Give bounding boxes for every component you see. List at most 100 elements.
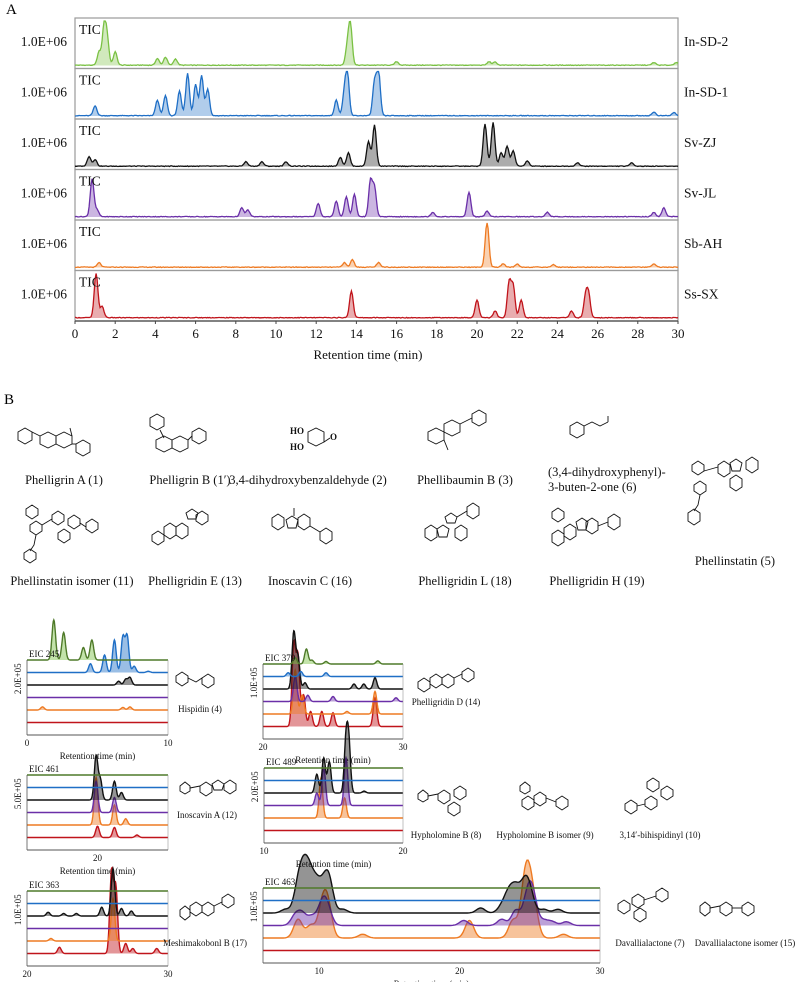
eic-y-scale-label: 5.0E+05	[13, 778, 23, 809]
eic-x-tick-label: 30	[399, 742, 409, 752]
eic-title: EIC 245	[29, 649, 60, 659]
tic-x-tick-label: 16	[390, 326, 404, 341]
svg-text:HO: HO	[290, 426, 304, 436]
tic-y-scale-label: 1.0E+06	[21, 287, 67, 302]
tic-track-label: TIC	[79, 174, 101, 189]
tic-area-sb-ah	[75, 223, 678, 268]
tic-x-tick-label: 24	[551, 326, 565, 341]
tic-line-sv-zj	[74, 122, 679, 168]
compound-label: Hypholomine B (8)	[411, 830, 482, 840]
tic-y-scale-label: 1.0E+06	[21, 34, 67, 49]
compound-label: Phelligridin H (19)	[549, 574, 644, 588]
eic-area-in-sd-2	[27, 620, 168, 660]
eic-x-tick-label: 20	[399, 846, 409, 856]
tic-x-tick-label: 30	[672, 326, 685, 341]
compound-label: (3,4-dihydroxyphenyl)-	[548, 465, 666, 479]
eic-panel-eic-461: EIC 461 5.0E+05 20 Retention time (min)	[13, 753, 169, 876]
structure-davallialactone-isomer	[699, 901, 755, 917]
eic-line-sv-zj	[27, 753, 168, 801]
eic-line-sv-zj	[27, 676, 168, 686]
tic-sample-label: In-SD-1	[684, 85, 728, 100]
svg-text:HO: HO	[290, 442, 304, 452]
tic-sample-label: Sb-AH	[684, 236, 723, 251]
tic-x-tick-label: 12	[310, 326, 323, 341]
tic-y-scale-label: 1.0E+06	[21, 186, 67, 201]
tic-x-tick-label: 22	[511, 326, 524, 341]
tic-track-label: TIC	[79, 224, 101, 239]
compound-label: 3-buten-2-one (6)	[548, 480, 637, 494]
eic-area-ss-sx	[27, 826, 168, 838]
tic-track-in-sd-1: TIC 1.0E+06 In-SD-1	[21, 67, 728, 120]
compound-label: Hispidin (4)	[178, 704, 222, 714]
tic-track-sb-ah: TIC 1.0E+06 Sb-AH	[21, 219, 723, 272]
structure-phellinstatin	[687, 456, 759, 526]
eic-x-tick-label: 20	[455, 966, 465, 976]
eic-line-in-sd-1	[27, 632, 168, 674]
structure-davallialactone	[617, 887, 669, 923]
tic-chart: TIC 1.0E+06 In-SD-2 TIC 1.0E+06 In-SD-1 TIC 1.0…	[21, 17, 728, 341]
eic-x-tick-label: 20	[259, 742, 269, 752]
eic-line-sv-zj	[263, 853, 600, 914]
eic-panel-eic-245: EIC 245 2.0E+05 0 10 Retention time (min)	[13, 618, 173, 761]
structure-phellibaumin-b	[427, 409, 487, 451]
compound-label: Meshimakobonl B (17)	[163, 938, 247, 948]
tic-x-axis-label: Retention time (min)	[313, 347, 422, 362]
eic-x-axis-label: Retention time (min)	[60, 866, 136, 876]
structure-inoscavin-a	[179, 779, 237, 797]
compound-label: 3,14′-bihispidinyl (10)	[620, 830, 701, 840]
tic-x-tick-label: 0	[72, 326, 79, 341]
tic-track-ss-sx: TIC 1.0E+06 Ss-SX	[21, 269, 719, 322]
tic-track-label: TIC	[79, 22, 101, 37]
tic-x-tick-label: 18	[430, 326, 443, 341]
tic-track-sv-zj: TIC 1.0E+06 Sv-ZJ	[21, 118, 716, 171]
eic-area-sv-jl	[263, 880, 600, 926]
eic-line-in-sd-2	[263, 648, 403, 665]
tic-x-tick-label: 2	[112, 326, 119, 341]
eic-line-sb-ah	[264, 776, 403, 819]
structure-phellinstatin-isomer	[23, 504, 99, 564]
tic-area-in-sd-2	[75, 21, 678, 66]
tic-x-tick-label: 8	[233, 326, 240, 341]
tic-x-tick-label: 6	[192, 326, 199, 341]
structure-phelligridin-e	[151, 508, 209, 546]
eic-line-sv-zj	[264, 720, 403, 794]
eic-title: EIC 379	[265, 653, 296, 663]
eic-line-sv-jl	[263, 880, 600, 927]
eic-line-sb-ah	[27, 896, 168, 942]
tic-sample-label: Sv-ZJ	[684, 135, 716, 150]
eic-x-tick-label: 30	[164, 969, 174, 979]
tic-line-in-sd-2	[74, 20, 679, 67]
eic-x-axis-label: Retention time (min)	[394, 979, 470, 982]
tic-line-sv-jl	[74, 176, 679, 218]
structures-row2: Phellinstatin isomer (11) Phelligridin E…	[10, 456, 775, 588]
eic-y-scale-label: 2.0E+05	[250, 771, 260, 802]
structure-inoscavin-c	[271, 508, 333, 545]
eic-area-sv-jl	[27, 781, 168, 813]
tic-sample-label: Ss-SX	[684, 287, 719, 302]
eic-area-sv-zj	[263, 854, 600, 913]
compound-label: Inoscavin C (16)	[268, 574, 352, 588]
eic-line-sv-zj	[263, 629, 403, 690]
structure-hypholomine-b	[417, 785, 467, 817]
compound-label: Phellinstatin (5)	[695, 554, 775, 568]
tic-track-sv-jl: TIC 1.0E+06 Sv-JL	[21, 168, 716, 221]
eic-x-tick-label: 10	[260, 846, 270, 856]
tic-track-label: TIC	[79, 73, 101, 88]
eic-line-sv-jl	[27, 779, 168, 814]
eic-area-sb-ah	[264, 778, 403, 818]
eic-area-sb-ah	[27, 898, 168, 941]
eic-line-sv-zj	[27, 866, 168, 917]
eic-y-scale-label: 1.0E+05	[249, 891, 259, 922]
eic-structures: Hispidin (4) Phelligridin D (14) Inoscav…	[163, 667, 795, 948]
compound-label: Hypholomine B isomer (9)	[496, 830, 593, 840]
eic-panel-eic-489: EIC 489 2.0E+05 10 20 Retention time (min)	[250, 720, 409, 869]
eic-x-tick-label: 0	[25, 738, 30, 748]
tic-x-tick-label: 4	[152, 326, 159, 341]
tic-line-sb-ah	[74, 222, 679, 269]
eic-line-sv-jl	[264, 755, 403, 807]
eic-line-in-sd-2	[27, 618, 168, 661]
eic-x-tick-label: 20	[23, 969, 33, 979]
tic-sample-label: In-SD-2	[684, 34, 728, 49]
